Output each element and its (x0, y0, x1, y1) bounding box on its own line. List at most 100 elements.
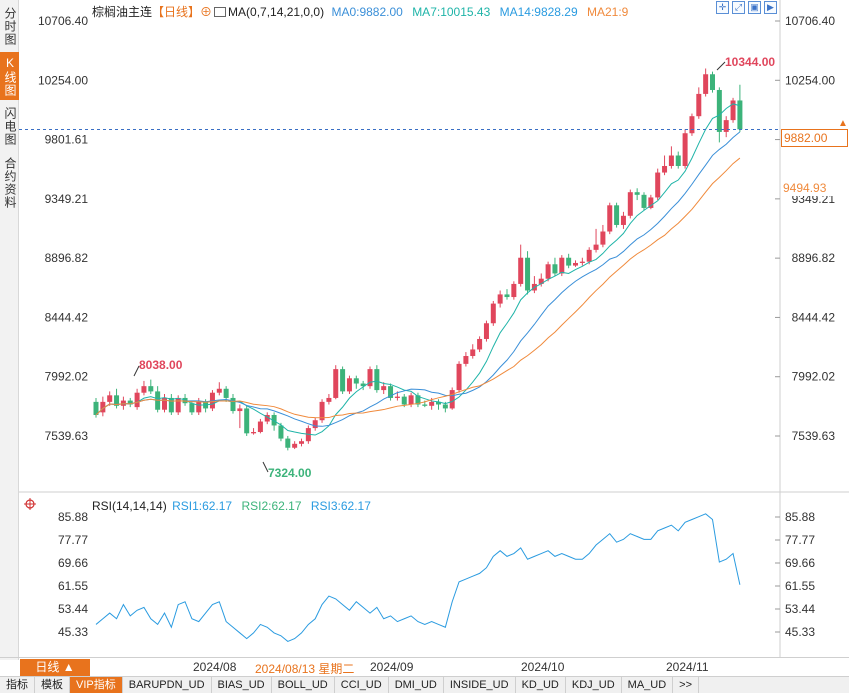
high-marker (716, 61, 726, 71)
candle-body (710, 74, 715, 90)
low-marker (262, 461, 269, 473)
tab-kdj[interactable]: KDJ_UD (566, 677, 622, 693)
candle-body (641, 194, 647, 208)
crosshair-icon[interactable]: ✛ (716, 1, 729, 14)
rsi-axis-label: 77.77 (785, 533, 815, 547)
period-button[interactable]: 日线 ▲ (20, 659, 90, 676)
candle-body (408, 395, 414, 405)
candle-body (566, 257, 572, 266)
candle-body (175, 397, 181, 413)
candle-body (114, 395, 120, 406)
candle-body (449, 390, 455, 409)
tab-vip-indicators[interactable]: VIP指标 (70, 677, 123, 693)
tab-boll[interactable]: BOLL_UD (272, 677, 335, 693)
ma21-value: MA21:9 (587, 5, 629, 19)
tab-kline[interactable]: K线图 (0, 52, 19, 100)
ma14-value: MA14:9828.29 (499, 5, 578, 19)
candle-body (381, 386, 387, 391)
candle-body (716, 89, 722, 132)
low-price-label: 7324.00 (268, 466, 312, 480)
rsi-axis-label-left: 61.55 (58, 579, 88, 593)
date-label: 2024/10 (521, 660, 565, 674)
price-axis-label-left: 9801.61 (45, 133, 89, 147)
fullscreen-icon[interactable]: ⤢ (732, 1, 745, 14)
scroll-up-arrow-icon[interactable]: ▲ (838, 118, 848, 129)
candle-body (120, 400, 126, 406)
next-icon[interactable]: ▶ (764, 1, 777, 14)
candle-body (346, 378, 352, 392)
rsi-axis-label: 85.88 (785, 510, 815, 524)
candlesticks (93, 68, 743, 451)
candle-body (634, 192, 640, 195)
candle-body (340, 369, 346, 392)
tab-flash-chart[interactable]: 闪电图 (3, 106, 17, 146)
rsi-axis-label-left: 77.77 (58, 533, 88, 547)
candle-body (737, 100, 743, 130)
indicator-tab-bar: 指标 模板 VIP指标 BARUPDN_UD BIAS_UD BOLL_UD C… (0, 676, 849, 693)
price-axis-label-left: 8896.82 (45, 251, 89, 265)
tab-templates[interactable]: 模板 (35, 677, 70, 693)
candle-body (429, 401, 435, 406)
rsi-params[interactable]: RSI(14,14,14) (92, 499, 167, 513)
candle-body (401, 396, 407, 405)
candle-body (627, 192, 633, 216)
tab-kd[interactable]: KD_UD (516, 677, 566, 693)
candle-body (518, 257, 524, 284)
candle-body (353, 378, 359, 384)
candle-body (326, 397, 332, 402)
candle-body (244, 408, 250, 434)
price-axis-label: 7992.02 (792, 370, 836, 384)
moving-average-lines (95, 103, 741, 436)
candle-body (251, 432, 257, 434)
candle-body (394, 396, 400, 398)
ma7-value: MA7:10015.43 (412, 5, 491, 19)
candle-body (312, 420, 318, 429)
rsi-axis-label: 69.66 (785, 556, 815, 570)
price-axis-label: 8896.82 (792, 251, 836, 265)
price-axis-label: 10254.00 (785, 73, 835, 87)
candle-body (100, 401, 106, 413)
rsi-line (95, 513, 741, 643)
candle-body (559, 257, 565, 274)
candle-body (730, 100, 736, 121)
rsi1-value: RSI1:62.17 (172, 499, 233, 513)
tab-inside[interactable]: INSIDE_UD (444, 677, 516, 693)
candle-body (285, 438, 291, 448)
candle-body (388, 386, 394, 398)
price-axis-label: 10706.40 (785, 14, 835, 28)
candle-body (463, 356, 469, 364)
cursor-date-label: 2024/08/13 星期二 (255, 662, 355, 676)
tab-ma[interactable]: MA_UD (622, 677, 674, 693)
tab-timeshare[interactable]: 分时图 (3, 6, 17, 46)
restore-icon[interactable]: ▣ (748, 1, 761, 14)
tab-cci[interactable]: CCI_UD (335, 677, 389, 693)
candle-body (107, 395, 113, 402)
candle-body (497, 294, 503, 304)
ma-params[interactable]: MA(0,7,14,21,0,0) (228, 5, 325, 19)
candle-body (223, 388, 229, 398)
tab-indicators[interactable]: 指标 (0, 677, 35, 693)
rsi-axis-label: 61.55 (785, 579, 815, 593)
add-circle-icon[interactable]: ⊕ (200, 5, 213, 19)
price-axis: 10706.40 10706.40 10254.00 10254.00 9801.61 9… (38, 14, 835, 443)
tab-bias[interactable]: BIAS_UD (212, 677, 272, 693)
candle-body (573, 262, 578, 266)
candle-body (614, 205, 620, 225)
ma14-line (95, 131, 741, 427)
rsi-axis-label-left: 85.88 (58, 510, 88, 524)
candle-body (538, 278, 544, 284)
peak-price-label: 8038.00 (139, 358, 183, 372)
ma-settings-icon[interactable] (214, 7, 227, 17)
tab-dmi[interactable]: DMI_UD (389, 677, 444, 693)
tab-contract-info[interactable]: 合约资料 (3, 157, 17, 209)
more-tabs-button[interactable]: >> (673, 677, 700, 693)
current-price-tag: 9882.00 (781, 129, 848, 147)
rsi-axis: 85.88 85.88 77.77 77.77 69.66 69.66 61.55 61.55… (58, 510, 815, 639)
candle-body (682, 133, 688, 166)
settings-target-icon[interactable] (24, 498, 36, 510)
candle-body (237, 408, 243, 412)
rsi2-value: RSI2:62.17 (241, 499, 302, 513)
tab-barupdn[interactable]: BARUPDN_UD (123, 677, 212, 693)
candle-body (477, 338, 483, 350)
